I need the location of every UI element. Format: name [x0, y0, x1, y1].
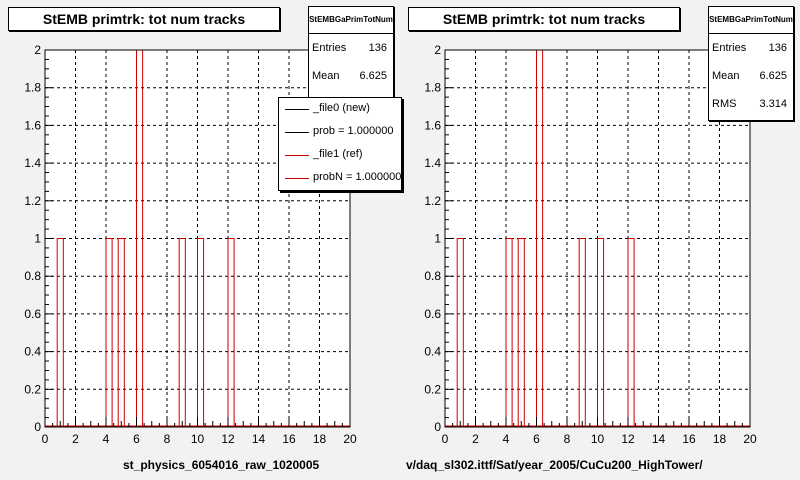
y-tick-label: 1.2 — [424, 194, 441, 208]
x-tick-label: 10 — [191, 432, 205, 446]
x-tick-label: 12 — [621, 432, 635, 446]
left-stats-row-mean: Mean 6.625 — [309, 62, 393, 90]
legend-line-swatch — [285, 155, 309, 156]
y-tick-label: 0.2 — [424, 382, 441, 396]
y-tick-label: 0.2 — [24, 382, 41, 396]
right-histogram-pad: 0 2 4 6 8 10 12 14 16 18 20 0 0.2 0.4 0.6 0.8 1 1.2 1.4 1.6… — [400, 0, 800, 480]
x-tick-label: 12 — [221, 432, 235, 446]
legend-entry: _file0 (new) — [279, 98, 401, 121]
y-tick-label: 0 — [434, 420, 441, 434]
stats-value: 136 — [368, 42, 387, 54]
y-tick-label: 1.8 — [424, 81, 441, 95]
left-histogram-pad: 0 2 4 6 8 10 12 14 16 18 20 0 0.2 0.4 0.6 0.8 1 1.2 1.4 1.6… — [8, 6, 402, 472]
x-tick-label: 0 — [42, 432, 49, 446]
x-tick-label: 18 — [313, 432, 327, 446]
x-tick-label: 10 — [591, 432, 605, 446]
x-tick-label: 4 — [103, 432, 110, 446]
left-histogram-title: StEMB primtrk: tot num tracks — [8, 7, 280, 31]
legend-entry: prob = 1.000000 — [279, 121, 401, 144]
right-histogram-title: StEMB primtrk: tot num tracks — [408, 7, 680, 31]
y-tick-label: 0.8 — [24, 269, 41, 283]
x-tick-label: 16 — [682, 432, 696, 446]
legend-label: probN = 1.000000 — [313, 171, 402, 183]
right-stats-row-mean: Mean 6.625 — [709, 62, 793, 90]
legend-label: _file0 (new) — [313, 102, 370, 114]
legend-label: prob = 1.000000 — [313, 125, 394, 137]
y-tick-label: 0.4 — [24, 345, 41, 359]
left-stats-name: StEMBGaPrimTotNum — [309, 7, 393, 34]
y-tick-label: 0.8 — [424, 269, 441, 283]
left-x-axis-title: st_physics_6054016_raw_1020005 — [123, 458, 320, 472]
right-histogram-plot: 0 2 4 6 8 10 12 14 16 18 20 0 0.2 0.4 0.6 0.8 1 1.2 1.4 1.6… — [424, 43, 757, 446]
left-stats-row-entries: Entries 136 — [309, 34, 393, 62]
y-tick-label: 2 — [34, 43, 41, 57]
y-tick-label: 2 — [434, 43, 441, 57]
legend-entry: _file1 (ref) — [279, 144, 401, 167]
x-tick-label: 14 — [652, 432, 666, 446]
x-tick-label: 6 — [133, 432, 140, 446]
y-tick-label: 1.6 — [24, 118, 41, 132]
x-tick-label: 2 — [72, 432, 79, 446]
y-tick-label: 1.4 — [424, 156, 441, 170]
x-tick-label: 20 — [343, 432, 357, 446]
stats-value: 6.625 — [759, 70, 787, 82]
x-tick-label: 0 — [442, 432, 449, 446]
y-tick-label: 1.2 — [24, 194, 41, 208]
legend-entry: probN = 1.000000 — [279, 167, 401, 190]
y-tick-label: 0.6 — [424, 307, 441, 321]
right-stats-row-rms: RMS 3.314 — [709, 90, 793, 118]
x-tick-label: 2 — [472, 432, 479, 446]
stats-label: Entries — [312, 42, 347, 54]
x-tick-label: 8 — [164, 432, 171, 446]
x-tick-label: 14 — [252, 432, 266, 446]
stats-value: 3.314 — [759, 98, 787, 110]
x-tick-label: 18 — [713, 432, 727, 446]
y-tick-label: 1.8 — [24, 81, 41, 95]
right-stats-box: StEMBGaPrimTotNum Entries 136 Mean 6.625… — [708, 6, 794, 121]
y-tick-label: 1 — [34, 232, 41, 246]
legend-line-swatch — [285, 109, 309, 110]
right-stats-row-entries: Entries 136 — [709, 34, 793, 62]
left-legend: _file0 (new) prob = 1.000000 _file1 (ref… — [278, 97, 402, 191]
x-tick-label: 6 — [533, 432, 540, 446]
y-tick-label: 0.4 — [424, 345, 441, 359]
y-tick-label: 0 — [34, 420, 41, 434]
right-x-axis-title: v/daq_sl302.ittf/Sat/year_2005/CuCu200_H… — [406, 458, 703, 472]
legend-label: _file1 (ref) — [313, 148, 363, 160]
right-stats-name: StEMBGaPrimTotNum — [709, 7, 793, 34]
y-tick-label: 1.4 — [24, 156, 41, 170]
x-tick-label: 4 — [503, 432, 510, 446]
stats-value: 6.625 — [359, 70, 387, 82]
x-tick-label: 16 — [282, 432, 296, 446]
stats-label: RMS — [712, 98, 737, 110]
x-tick-label: 8 — [564, 432, 571, 446]
stats-label: Mean — [712, 70, 740, 82]
y-tick-label: 1.6 — [424, 118, 441, 132]
y-tick-label: 0.6 — [24, 307, 41, 321]
stats-label: Entries — [712, 42, 747, 54]
stats-value: 136 — [768, 42, 787, 54]
legend-line-swatch — [285, 178, 309, 179]
stats-label: Mean — [312, 70, 340, 82]
x-tick-label: 20 — [743, 432, 757, 446]
legend-line-swatch — [285, 132, 309, 133]
y-tick-label: 1 — [434, 232, 441, 246]
